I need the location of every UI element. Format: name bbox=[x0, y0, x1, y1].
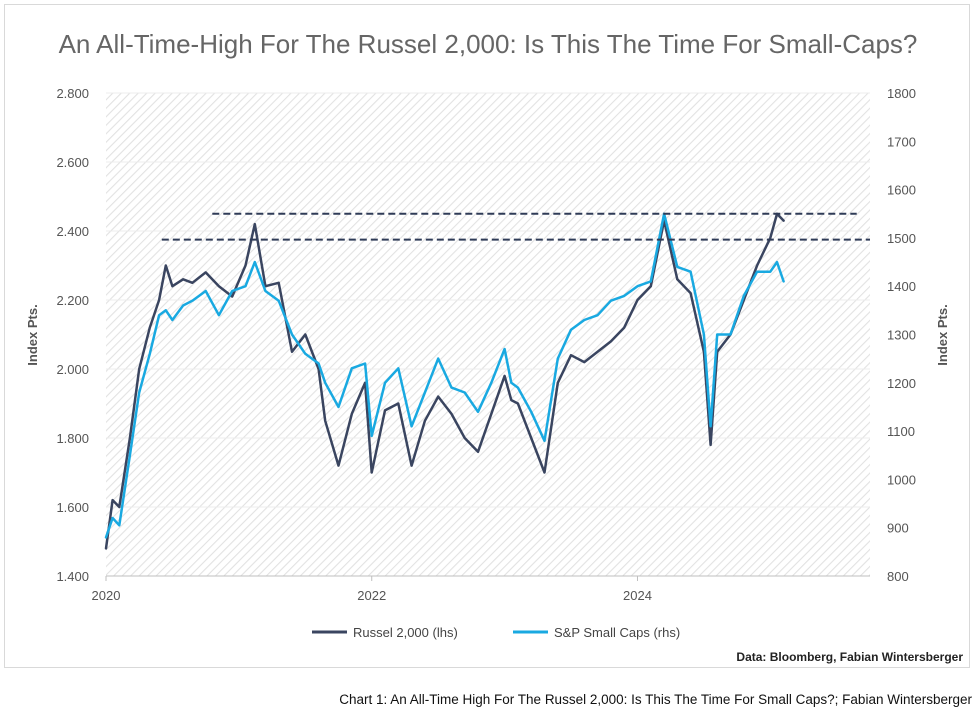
y-right-tick-label: 1300 bbox=[887, 328, 916, 343]
x-tick-label: 2020 bbox=[92, 588, 121, 603]
legend-label-russel: Russel 2,000 (lhs) bbox=[353, 625, 458, 640]
y-right-tick-label: 1100 bbox=[887, 424, 915, 439]
y-right-tick-label: 1200 bbox=[887, 376, 916, 391]
y-left-tick-label: 1.800 bbox=[56, 431, 89, 446]
reference-lines bbox=[161, 212, 870, 241]
y-axis-left-label: Index Pts. bbox=[25, 304, 40, 365]
y-right-tick-label: 1600 bbox=[887, 183, 916, 198]
source-note: Data: Bloomberg, Fabian Wintersberger bbox=[736, 650, 963, 664]
y-right-tick-label: 1700 bbox=[887, 134, 916, 149]
y-right-tick-label: 800 bbox=[887, 569, 909, 584]
y-right-tick-label: 900 bbox=[887, 521, 909, 536]
gridlines bbox=[106, 92, 870, 577]
y-left-tick-label: 2.400 bbox=[56, 224, 89, 239]
y-right-tick-label: 1000 bbox=[887, 472, 916, 487]
y-axis-right-label: Index Pts. bbox=[935, 304, 950, 365]
legend-label-sp-small: S&P Small Caps (rhs) bbox=[554, 625, 680, 640]
axes: 1.400 1.600 1.800 2.000 2.200 2.400 2.600 2.800… bbox=[56, 86, 915, 603]
y-left-tick-label: 2.000 bbox=[56, 362, 89, 377]
y-left-tick-label: 2.600 bbox=[56, 155, 89, 170]
plot-area-hatch bbox=[106, 93, 870, 576]
x-tick-label: 2024 bbox=[623, 588, 652, 603]
series-line-sp-small-caps bbox=[104, 212, 785, 539]
series-lines bbox=[104, 212, 785, 550]
figure-caption: Chart 1: An All-Time High For The Russel… bbox=[339, 692, 972, 707]
y-left-tick-label: 2.200 bbox=[56, 293, 89, 308]
y-left-tick-label: 1.600 bbox=[56, 500, 89, 515]
y-left-tick-label: 2.800 bbox=[56, 86, 89, 101]
y-right-tick-label: 1400 bbox=[887, 279, 916, 294]
legend: Russel 2,000 (lhs) S&P Small Caps (rhs) bbox=[312, 625, 680, 640]
y-right-tick-label: 1800 bbox=[887, 86, 916, 101]
chart-title: An All-Time-High For The Russel 2,000: I… bbox=[59, 29, 918, 59]
y-right-tick-label: 1500 bbox=[887, 231, 916, 246]
y-left-tick-label: 1.400 bbox=[56, 569, 89, 584]
series-line-russel-2000 bbox=[104, 212, 785, 550]
chart-svg: An All-Time-High For The Russel 2,000: I… bbox=[25, 29, 963, 664]
chart-frame: An All-Time-High For The Russel 2,000: I… bbox=[4, 4, 970, 668]
x-tick-label: 2022 bbox=[357, 588, 386, 603]
